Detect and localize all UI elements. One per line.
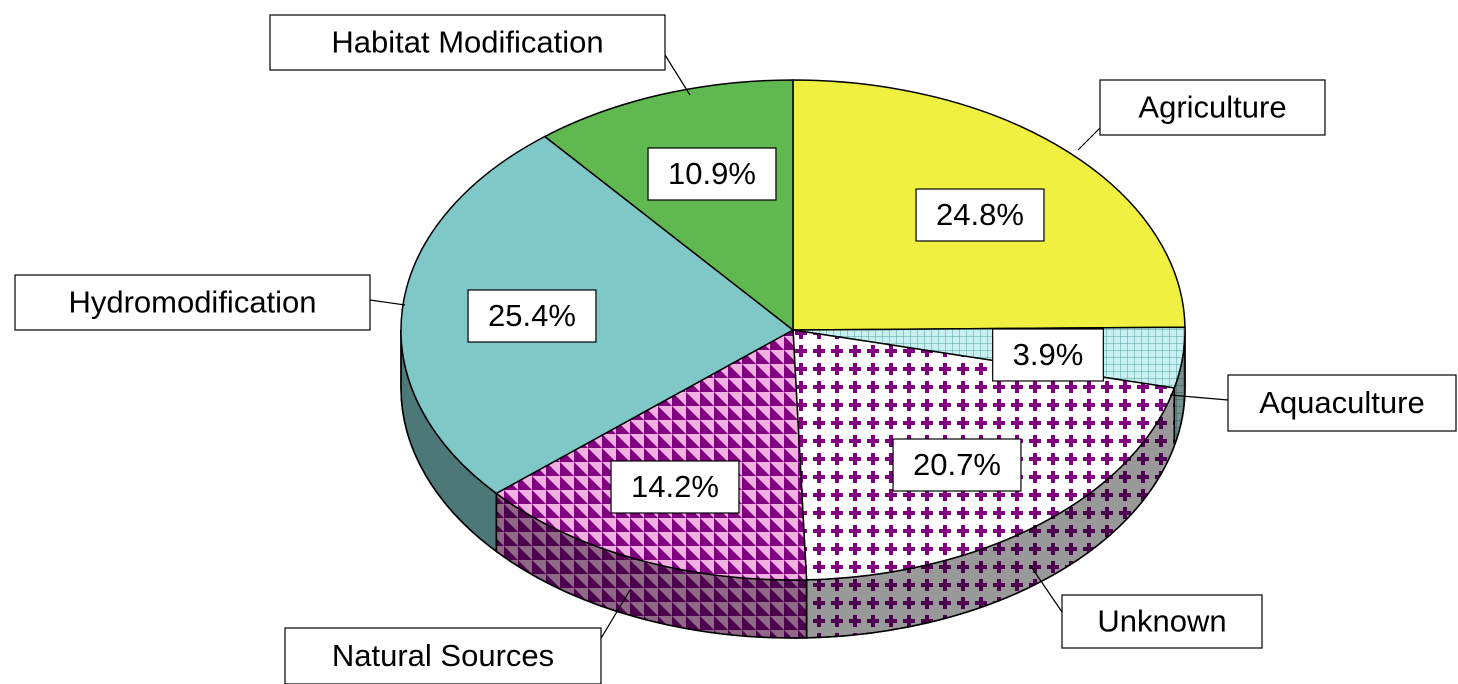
category-label: Agriculture bbox=[1138, 90, 1286, 125]
slice bbox=[400, 135, 795, 495]
value-label-box bbox=[892, 438, 1022, 492]
category-label: Unknown bbox=[1097, 604, 1226, 639]
value-label: 3.9% bbox=[1013, 337, 1084, 372]
value-label-box bbox=[467, 289, 597, 343]
value-label-box bbox=[915, 188, 1045, 242]
category-label-box bbox=[1099, 79, 1326, 136]
value-label-box bbox=[992, 328, 1104, 382]
leader-line bbox=[1077, 127, 1101, 151]
category-label-box bbox=[269, 14, 666, 71]
category-label: Natural Sources bbox=[332, 638, 554, 673]
leader-line bbox=[1169, 394, 1229, 401]
value-label: 10.9% bbox=[668, 156, 756, 191]
category-label: Habitat Modification bbox=[331, 25, 603, 60]
value-label: 25.4% bbox=[488, 298, 576, 333]
leader-line bbox=[664, 54, 691, 96]
category-label-box bbox=[14, 274, 371, 331]
slice bbox=[543, 79, 794, 332]
value-label-box bbox=[610, 460, 740, 514]
leader-line bbox=[369, 299, 406, 306]
leader-line bbox=[599, 589, 631, 641]
category-label-box bbox=[284, 627, 602, 684]
value-label: 20.7% bbox=[913, 447, 1001, 482]
category-label: Aquaculture bbox=[1259, 385, 1424, 420]
value-label: 14.2% bbox=[631, 469, 719, 504]
category-label: Hydromodification bbox=[68, 285, 316, 320]
value-label: 24.8% bbox=[936, 197, 1024, 232]
category-label-box bbox=[1227, 374, 1457, 432]
value-label-box bbox=[647, 147, 777, 201]
leader-line bbox=[1029, 564, 1063, 613]
category-label-box bbox=[1061, 594, 1263, 649]
slice bbox=[494, 328, 808, 581]
